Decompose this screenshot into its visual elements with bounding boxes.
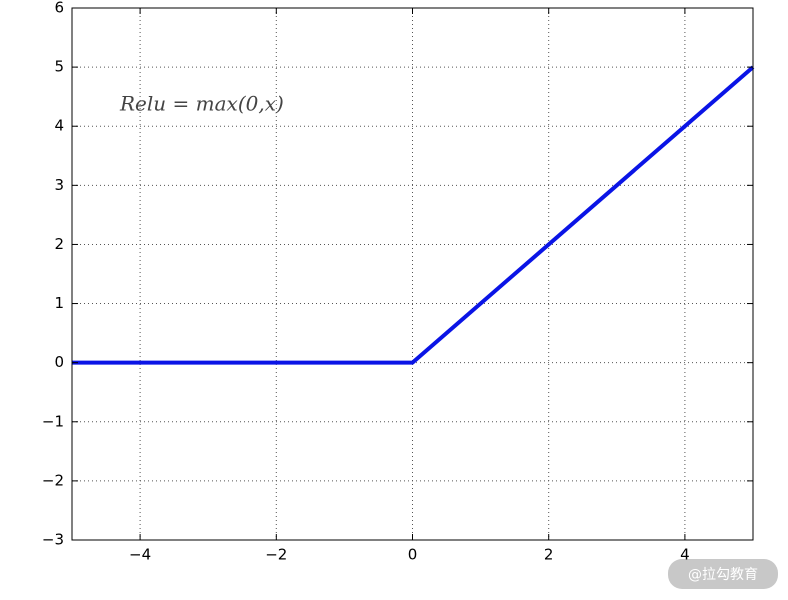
y-tick-label: −3 — [42, 531, 64, 549]
y-tick-label: 0 — [54, 353, 64, 371]
watermark-box — [668, 559, 778, 589]
y-tick-label: 1 — [54, 294, 64, 312]
x-tick-label: 4 — [680, 546, 690, 564]
x-tick-label: −2 — [265, 546, 287, 564]
y-tick-label: −2 — [42, 471, 64, 489]
y-tick-label: 6 — [54, 0, 64, 17]
x-tick-label: 0 — [408, 546, 418, 564]
y-tick-label: −1 — [42, 412, 64, 430]
y-tick-label: 4 — [54, 117, 64, 135]
annotation: Relu = max(0,x) — [119, 92, 284, 116]
x-tick-label: 2 — [544, 546, 554, 564]
data-line — [72, 65, 755, 365]
y-tick-label: 2 — [54, 235, 64, 253]
watermark: @拉勾教育 — [688, 567, 758, 583]
y-tick-label: 5 — [54, 58, 64, 76]
x-tick-label: −4 — [129, 546, 151, 564]
y-tick-label: 3 — [54, 176, 64, 194]
